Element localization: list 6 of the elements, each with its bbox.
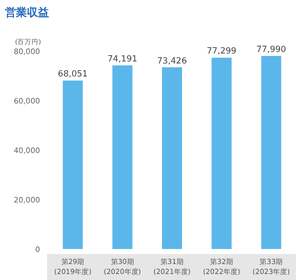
chart-title: 営業収益: [5, 6, 49, 19]
data-label: 74,191: [108, 54, 138, 64]
data-label: 77,990: [256, 44, 286, 55]
data-label: 68,051: [58, 70, 88, 80]
data-label: 77,299: [206, 46, 236, 57]
data-label: 73,426: [157, 56, 187, 66]
